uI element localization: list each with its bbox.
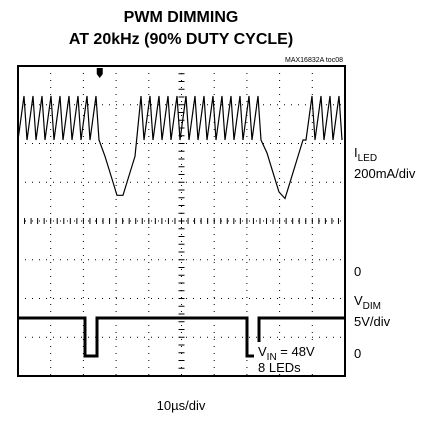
title-line: PWM DIMMING [124,9,239,26]
trigger-marker [96,68,103,78]
channel-scale: 5V/div [354,314,391,329]
symbol: V [354,293,363,308]
current-trace [17,95,343,200]
symbol: V [258,344,267,359]
channel-label: VDIM [354,293,381,312]
title-line: AT 20kHz (90% DUTY CYCLE) [69,31,293,48]
condition: VIN = 48V [258,344,315,363]
channel-scale: 200mA/div [354,166,416,181]
channel-label: ILED [354,145,377,164]
channel-zero: 0 [354,346,361,361]
figure-id: MAX16832A toc08 [285,57,343,64]
subscript: DIM [363,301,381,312]
value: = 48V [277,344,315,359]
timebase: 10µs/div [157,398,206,413]
subscript: LED [358,153,377,164]
dim-trace [18,316,345,358]
subscript: IN [267,352,277,363]
screen-border [17,65,346,377]
condition-note: 8 LEDs [258,360,301,375]
symbol: I [354,145,358,160]
scope-screen [17,65,346,377]
channel-zero: 0 [354,264,361,279]
label-backdrop [254,342,342,374]
